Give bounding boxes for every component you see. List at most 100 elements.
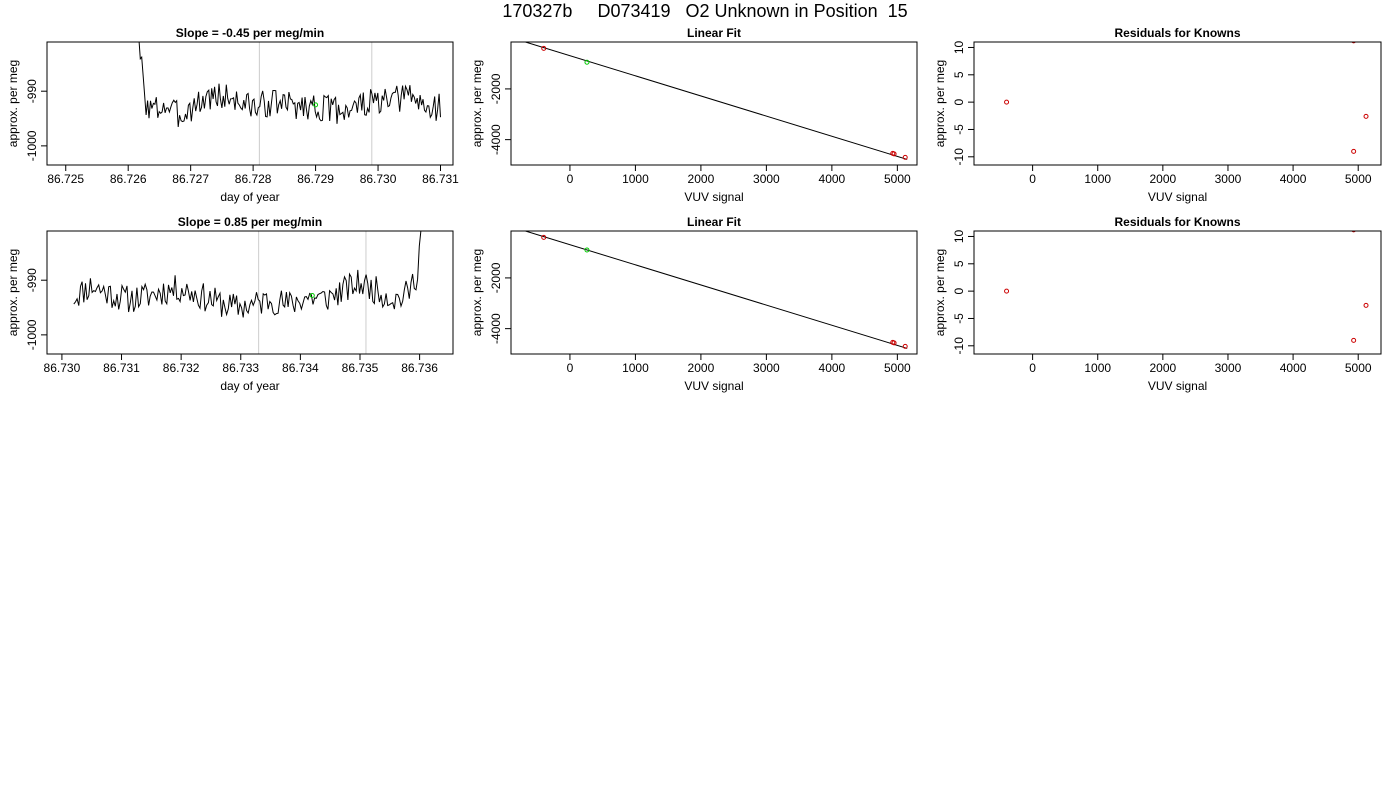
y-tick-label: -1000 <box>25 319 39 350</box>
known-point-1 <box>541 234 547 240</box>
unknown-point-1 <box>584 247 590 253</box>
chart-title: Linear Fit <box>687 26 741 40</box>
plot-area <box>1004 231 1369 343</box>
y-tick-label: -1000 <box>25 130 39 161</box>
x-tick-label: 2000 <box>688 361 715 375</box>
x-tick-label: 1000 <box>1084 361 1111 375</box>
x-tick-label: 3000 <box>1215 172 1242 186</box>
y-axis-label: approx. per meg <box>470 60 484 147</box>
residual-point-3 <box>1351 148 1357 154</box>
x-tick-label: 4000 <box>819 172 846 186</box>
plot-frame <box>973 41 1382 166</box>
y-tick-label: -5 <box>952 124 966 135</box>
x-axis-label: day of year <box>220 379 279 393</box>
y-tick-label: 10 <box>952 229 966 243</box>
x-axis-label: VUV signal <box>684 190 743 204</box>
residual-point-2 <box>1351 231 1356 233</box>
y-axis-label: approx. per meg <box>933 249 947 336</box>
known-point-3 <box>891 151 897 157</box>
x-tick-label: 5000 <box>1345 172 1372 186</box>
y-tick-label: -10 <box>952 148 966 166</box>
x-tick-label: 1000 <box>622 361 649 375</box>
y-tick-label: 0 <box>952 287 966 294</box>
y-tick-label: -990 <box>25 79 39 103</box>
x-tick-label: 5000 <box>1345 361 1372 375</box>
x-tick-label: 86.725 <box>47 172 84 186</box>
chart-title: Residuals for Knowns <box>1114 215 1240 229</box>
y-tick-label: -5 <box>952 313 966 324</box>
plot-frame <box>46 230 454 355</box>
x-tick-label: 3000 <box>753 361 780 375</box>
series-line <box>73 231 422 318</box>
x-axis-label: day of year <box>220 190 279 204</box>
known-point-3 <box>891 340 897 346</box>
x-tick-label: 0 <box>567 172 574 186</box>
x-tick-label: 5000 <box>884 172 911 186</box>
x-tick-label: 86.731 <box>103 361 140 375</box>
residual-point-1 <box>1004 99 1010 105</box>
residual-point-1 <box>1004 288 1010 294</box>
fit-line <box>525 231 908 349</box>
x-tick-label: 86.729 <box>297 172 334 186</box>
y-axis-label: approx. per meg <box>933 60 947 147</box>
y-tick-label: 5 <box>952 71 966 78</box>
y-tick-label: -4000 <box>489 124 503 155</box>
x-tick-label: 86.736 <box>401 361 438 375</box>
x-tick-label: 0 <box>1029 172 1036 186</box>
chart-panel-4: Slope = 0.85 per meg/min 86.730 86.731 86.7… <box>6 215 454 393</box>
x-tick-label: 86.726 <box>110 172 147 186</box>
y-tick-label: -10 <box>952 337 966 355</box>
x-tick-label: 3000 <box>753 172 780 186</box>
x-tick-label: 1000 <box>1084 172 1111 186</box>
x-tick-label: 86.728 <box>235 172 272 186</box>
unknown-point <box>313 102 319 108</box>
unknown-point <box>309 293 315 299</box>
x-tick-label: 2000 <box>1149 172 1176 186</box>
chart-panel-3: Residuals for Knowns 0 1000 2000 3000 4000 500… <box>933 26 1382 204</box>
known-point-4 <box>902 343 908 349</box>
x-axis-label: VUV signal <box>1148 190 1207 204</box>
x-tick-label: 2000 <box>1149 361 1176 375</box>
x-tick-label: 86.730 <box>360 172 397 186</box>
y-axis-label: approx. per meg <box>6 249 20 336</box>
unknown-point-1 <box>584 59 590 65</box>
chart-panel-5: Linear Fit 0 1000 2000 3000 4000 5000 VUV signa… <box>470 215 918 393</box>
x-tick-label: 0 <box>1029 361 1036 375</box>
y-axis-label: approx. per meg <box>470 249 484 336</box>
plot-area <box>525 231 908 349</box>
chart-panel-6: Residuals for Knowns 0 1000 2000 3000 4000 500… <box>933 215 1382 393</box>
residual-point-3 <box>1351 337 1357 343</box>
fit-line <box>525 42 908 160</box>
x-tick-label: 4000 <box>819 361 846 375</box>
series-line <box>138 42 441 128</box>
residual-point-4 <box>1363 302 1369 308</box>
x-tick-label: 4000 <box>1280 361 1307 375</box>
residual-point-2 <box>1351 42 1356 44</box>
plot-frame <box>973 230 1382 355</box>
chart-panel-1: Slope = -0.45 per meg/min 86.725 86.726 86.… <box>6 26 459 204</box>
plot-frame <box>510 41 918 166</box>
chart-title: Slope = 0.85 per meg/min <box>178 215 322 229</box>
y-tick-label: -2000 <box>489 262 503 293</box>
x-tick-label: 86.734 <box>282 361 319 375</box>
y-tick-label: 5 <box>952 260 966 267</box>
y-axis-label: approx. per meg <box>6 60 20 147</box>
plot-area <box>138 42 441 165</box>
chart-panel-2: Linear Fit 0 1000 2000 3000 4000 5000 VUV signa… <box>470 26 918 204</box>
x-axis-label: VUV signal <box>684 379 743 393</box>
plot-frame <box>510 230 918 355</box>
plot-area <box>525 42 908 160</box>
plot-area <box>73 231 422 354</box>
chart-title: Residuals for Knowns <box>1114 26 1240 40</box>
known-point-4 <box>902 154 908 160</box>
x-tick-label: 86.731 <box>422 172 459 186</box>
y-tick-label: -2000 <box>489 73 503 104</box>
page-title: 170327b D073419 O2 Unknown in Position 1… <box>502 1 908 21</box>
x-tick-label: 86.735 <box>342 361 379 375</box>
chart-title: Slope = -0.45 per meg/min <box>176 26 324 40</box>
x-tick-label: 4000 <box>1280 172 1307 186</box>
x-tick-label: 5000 <box>884 361 911 375</box>
y-tick-label: 10 <box>952 40 966 54</box>
x-tick-label: 2000 <box>688 172 715 186</box>
